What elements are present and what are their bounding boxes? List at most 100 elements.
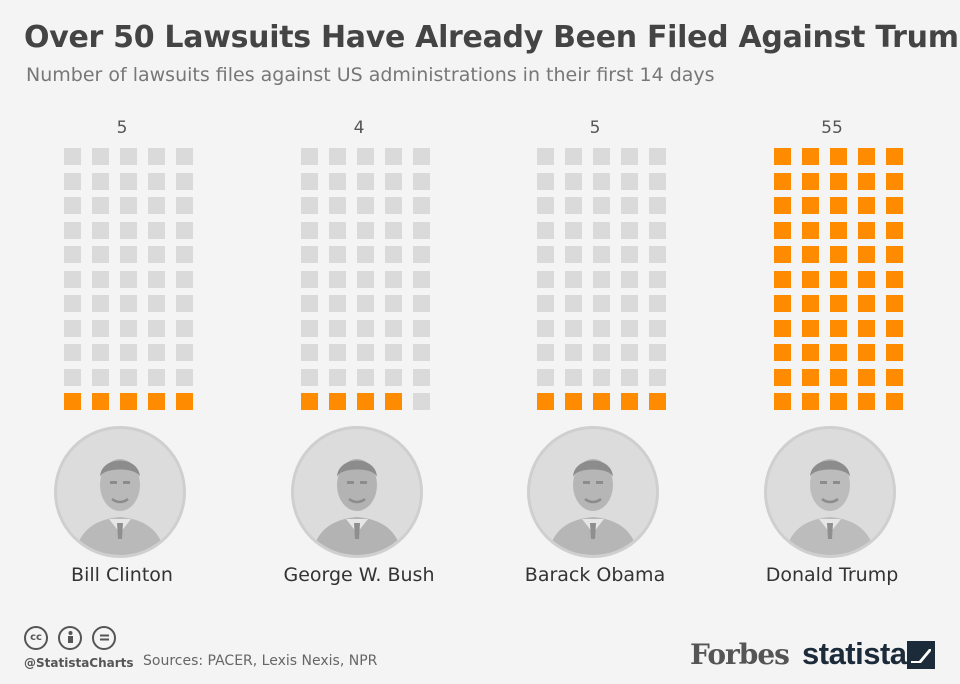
empty-square [64,270,81,288]
empty-square [92,295,109,312]
empty-square [593,295,610,312]
square-grid [537,148,667,413]
data-label: 5 [116,118,128,138]
filled-square [774,368,791,386]
empty-square [537,197,554,214]
filled-square [802,270,819,288]
empty-square [357,344,374,361]
filled-square [886,368,903,386]
empty-square [593,172,610,190]
empty-square [176,148,193,165]
filled-square [830,148,847,165]
empty-square [92,172,109,190]
filled-square [802,246,819,263]
filled-square [858,270,875,288]
filled-square [830,295,847,312]
empty-square [120,295,137,312]
empty-square [593,148,610,165]
empty-square [92,368,109,386]
empty-square [649,344,666,361]
empty-square [148,344,165,361]
empty-square [176,246,193,263]
empty-square [329,148,346,165]
empty-square [120,221,137,239]
empty-square [357,270,374,288]
filled-square [385,393,402,410]
empty-square [148,221,165,239]
filled-square [802,393,819,410]
empty-square [537,221,554,239]
empty-square [385,344,402,361]
source-note: Sources: PACER, Lexis Nexis, NPR [143,653,378,669]
empty-square [565,197,582,214]
filled-square [565,393,582,410]
empty-square [176,368,193,386]
empty-square [565,295,582,312]
category-label: George W. Bush [283,564,435,586]
filled-square [858,393,875,410]
empty-square [64,344,81,361]
filled-square [886,344,903,361]
filled-square [830,393,847,410]
empty-square [537,295,554,312]
portrait-icon [764,426,896,558]
empty-square [385,295,402,312]
empty-square [64,221,81,239]
empty-square [537,246,554,263]
filled-square [64,393,81,410]
empty-square [176,319,193,337]
empty-square [120,172,137,190]
filled-square [649,393,666,410]
empty-square [565,344,582,361]
empty-square [301,319,318,337]
empty-square [329,344,346,361]
empty-square [148,319,165,337]
filled-square [537,393,554,410]
filled-square [621,393,638,410]
empty-square [357,368,374,386]
data-label: 55 [821,118,843,138]
empty-square [537,344,554,361]
empty-square [537,172,554,190]
filled-square [802,344,819,361]
empty-square [148,295,165,312]
filled-square [148,393,165,410]
filled-square [858,197,875,214]
statista-mark-icon [907,641,935,669]
filled-square [858,246,875,263]
filled-square [92,393,109,410]
empty-square [176,172,193,190]
empty-square [593,368,610,386]
empty-square [385,172,402,190]
empty-square [92,221,109,239]
empty-square [329,197,346,214]
forbes-logo: Forbes [690,638,790,671]
empty-square [357,221,374,239]
filled-square [774,221,791,239]
no-derivatives-icon [92,626,116,650]
empty-square [120,197,137,214]
empty-square [357,246,374,263]
empty-square [413,344,430,361]
filled-square [774,246,791,263]
empty-square [565,319,582,337]
filled-square [774,148,791,165]
empty-square [565,148,582,165]
filled-square [858,172,875,190]
empty-square [621,270,638,288]
filled-square [886,270,903,288]
empty-square [413,295,430,312]
empty-square [92,197,109,214]
attribution-icon [58,626,82,650]
empty-square [565,270,582,288]
filled-square [858,148,875,165]
empty-square [413,197,430,214]
empty-square [176,295,193,312]
empty-square [649,148,666,165]
empty-square [148,246,165,263]
filled-square [858,319,875,337]
empty-square [329,319,346,337]
empty-square [413,221,430,239]
empty-square [301,197,318,214]
category-label: Bill Clinton [71,564,173,586]
